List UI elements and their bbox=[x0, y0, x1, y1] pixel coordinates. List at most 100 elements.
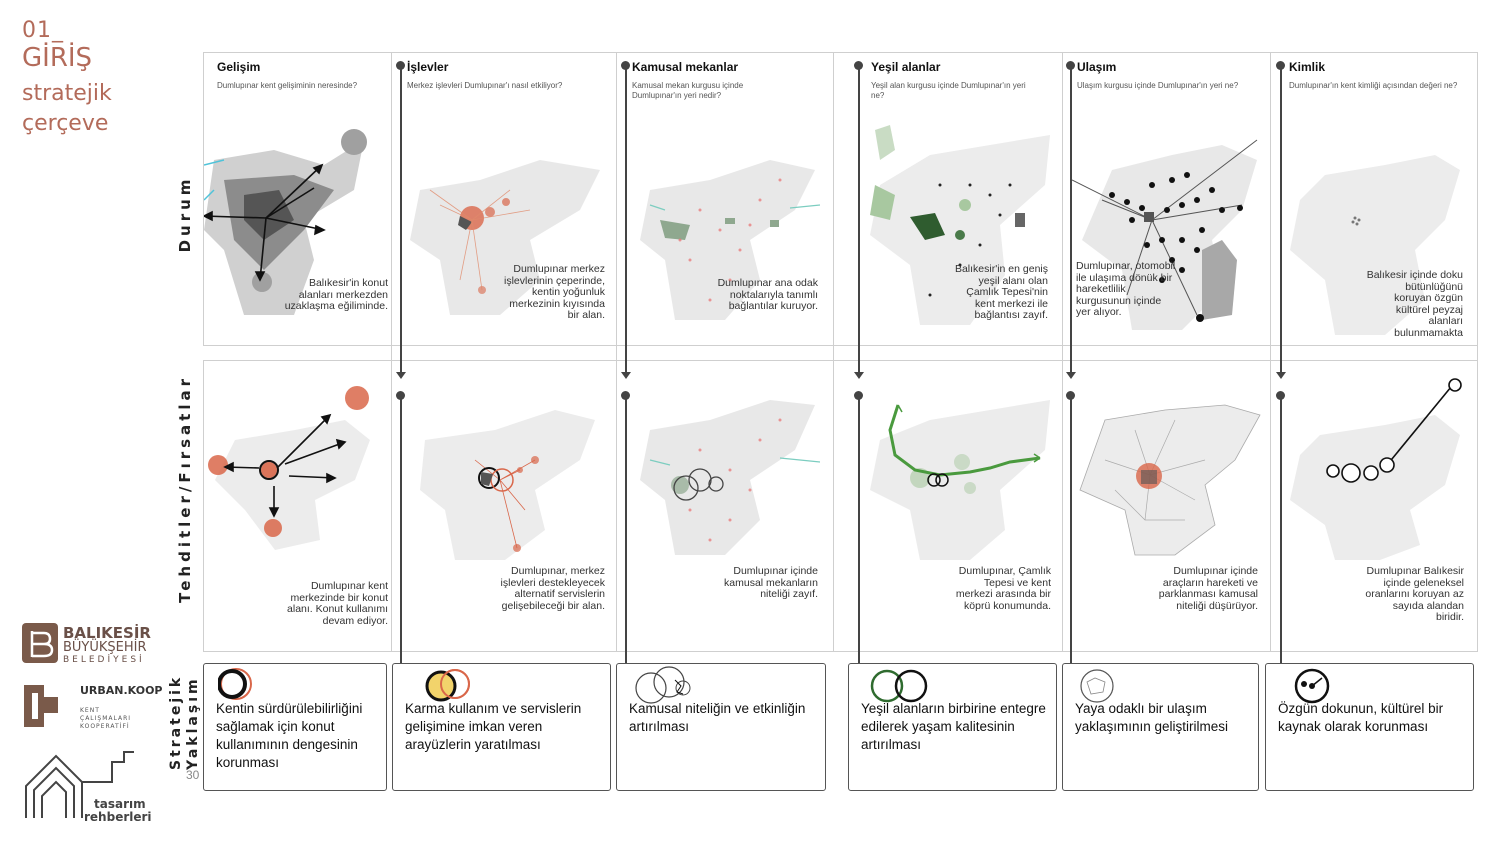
column-title: Ulaşım bbox=[1077, 60, 1117, 74]
column-header-kimlik: Kimlik Dumlupınar'ın kent kimliği açısın… bbox=[1289, 60, 1459, 91]
cell-text-islevler-tehdit: Dumlupınar, merkez işlevleri destekleyec… bbox=[500, 565, 605, 612]
connector-arrow bbox=[1065, 372, 1076, 379]
map-kamusal-tehdit bbox=[640, 400, 821, 555]
connector-dot bbox=[396, 61, 405, 70]
logo-rehberleri: rehberleri bbox=[84, 810, 152, 824]
connector-dot bbox=[1066, 61, 1075, 70]
column-title: Kimlik bbox=[1289, 60, 1326, 74]
connector-dot bbox=[396, 391, 405, 400]
identity-ring-icon bbox=[1294, 668, 1330, 704]
connector-line bbox=[399, 66, 402, 373]
connector-line bbox=[1069, 396, 1072, 680]
row-label-durum: Durum bbox=[176, 175, 194, 253]
strategy-text: Yaya odaklı bir ulaşım yaklaşımının geli… bbox=[1075, 701, 1229, 734]
connector-line bbox=[1279, 66, 1282, 373]
cell-text-islevler-durum: Dumlupınar merkez işlevlerinin çeperinde… bbox=[504, 263, 605, 321]
column-title: Kamusal mekanlar bbox=[632, 60, 739, 74]
column-title: Gelişim bbox=[217, 60, 261, 74]
strategy-text: Karma kullanım ve servislerin gelişimine… bbox=[405, 701, 582, 752]
grid-line bbox=[1062, 52, 1063, 651]
column-question: Dumlupınar'ın kent kimliği açısından değ… bbox=[1289, 81, 1458, 90]
column-header-islevler: İşlevler Merkez işlevleri Dumlupınar'ı n… bbox=[407, 60, 607, 91]
row-label-stratejik-2: Yaklaşım bbox=[185, 676, 201, 770]
connector-arrow bbox=[620, 372, 631, 379]
grid-line bbox=[203, 360, 204, 651]
grid-line bbox=[203, 345, 1478, 346]
connector-dot bbox=[621, 391, 630, 400]
connector-arrow bbox=[1275, 372, 1286, 379]
grid-line bbox=[203, 651, 1478, 652]
strategy-box-yesil: Yeşil alanların birbirine entegre ediler… bbox=[848, 663, 1057, 791]
section-subtitle-2: çerçeve bbox=[22, 111, 109, 136]
logo-balikesir-2: BÜYÜKŞEHİR bbox=[63, 640, 147, 655]
connector-dot bbox=[1276, 391, 1285, 400]
column-header-ulasim: Ulaşım Ulaşım kurgusu içinde Dumlupınar'… bbox=[1077, 60, 1262, 91]
grid-line bbox=[203, 360, 1478, 361]
grid-line bbox=[203, 52, 1478, 53]
strategy-box-gelisim: Kentin sürdürülebilirliğini sağlamak içi… bbox=[203, 663, 387, 791]
connector-line bbox=[857, 396, 860, 680]
strategy-text: Kentin sürdürülebilirliğini sağlamak içi… bbox=[216, 701, 363, 770]
balance-rings-icon bbox=[218, 668, 252, 700]
column-question: Kamusal mekan kurgusu içinde Dumlupınar'… bbox=[632, 81, 744, 100]
cell-text-kimlik-tehdit: Dumlupınar Balıkesir içinde geleneksel o… bbox=[1365, 565, 1464, 623]
map-yesil-durum bbox=[870, 125, 1050, 325]
row-label-tehdit: Tehditler/Fırsatlar bbox=[176, 375, 194, 603]
connector-dot bbox=[1276, 61, 1285, 70]
grid-line bbox=[616, 52, 617, 651]
connector-line bbox=[624, 396, 627, 680]
connector-dot bbox=[854, 61, 863, 70]
map-gelisim-durum bbox=[204, 129, 367, 315]
row-label-stratejik-1: Stratejik bbox=[168, 674, 184, 770]
column-question: Merkez işlevleri Dumlupınar'ı nasıl etki… bbox=[407, 81, 563, 90]
connector-line bbox=[624, 66, 627, 373]
cell-text-kamusal-tehdit: Dumlupınar içinde kamusal mekanların nit… bbox=[724, 565, 818, 600]
logo-balikesir-3: BELEDİYESİ bbox=[63, 655, 145, 665]
column-question: Ulaşım kurgusu içinde Dumlupınar'ın yeri… bbox=[1077, 81, 1239, 90]
strategy-text: Kamusal niteliğin ve etkinliğin artırılm… bbox=[629, 701, 806, 734]
cell-text-yesil-durum: Balıkesir'in en geniş yeşil alanı olan Ç… bbox=[954, 263, 1048, 321]
house-outline-icon bbox=[25, 751, 134, 818]
connector-arrow bbox=[395, 372, 406, 379]
column-title: Yeşil alanlar bbox=[871, 60, 941, 74]
strategy-text: Özgün dokunun, kültürel bir kaynak olara… bbox=[1278, 701, 1444, 734]
grid-line bbox=[833, 52, 834, 651]
logo-urbankoop-4: KOOPERATİFİ bbox=[80, 723, 130, 730]
column-header-gelisim: Gelişim Dumlupınar kent gelişiminin nere… bbox=[217, 60, 387, 91]
connector-dot bbox=[621, 61, 630, 70]
logo-balikesir-1: BALIKESİR bbox=[63, 624, 151, 642]
section-subtitle-1: stratejik bbox=[22, 81, 112, 106]
map-gelisim-tehdit bbox=[208, 386, 370, 550]
column-header-kamusal: Kamusal mekanlar Kamusal mekan kurgusu i… bbox=[632, 60, 762, 101]
map-islevler-durum bbox=[410, 160, 600, 315]
map-ulasim-durum bbox=[1072, 139, 1258, 330]
public-space-rings-icon bbox=[635, 666, 691, 704]
strategy-box-kimlik: Özgün dokunun, kültürel bir kaynak olara… bbox=[1265, 663, 1474, 791]
grid-line bbox=[1477, 52, 1478, 651]
pedestrian-ring-icon bbox=[1080, 669, 1114, 703]
section-heading: 01_ GİRİŞ stratejik çerçeve bbox=[22, 18, 112, 139]
column-question: Dumlupınar kent gelişiminin neresinde? bbox=[217, 81, 358, 90]
page-number: 30 bbox=[186, 768, 200, 782]
strategy-box-kamusal: Kamusal niteliğin ve etkinliğin artırılm… bbox=[616, 663, 826, 791]
logo-urbankoop-2: KENT bbox=[80, 707, 100, 714]
cell-text-kimlik-durum: Balıkesir içinde doku bütünlüğünü koruya… bbox=[1366, 269, 1463, 339]
logo-tasarim: tasarım bbox=[94, 797, 146, 811]
connector-line bbox=[857, 66, 860, 373]
connector-arrow bbox=[853, 372, 864, 379]
map-yesil-tehdit bbox=[870, 400, 1050, 560]
grid-line bbox=[203, 52, 204, 345]
connector-line bbox=[1069, 66, 1072, 373]
cell-text-ulasim-tehdit: Dumlupınar içinde araçların hareketi ve … bbox=[1158, 565, 1258, 612]
map-islevler-tehdit bbox=[420, 410, 595, 560]
column-header-yesil: Yeşil alanlar Yeşil alan kurgusu içinde … bbox=[871, 60, 1041, 101]
connector-line bbox=[399, 396, 402, 680]
column-title: İşlevler bbox=[407, 60, 449, 74]
cell-text-gelisim-durum: Balıkesir'in konut alanları merkezden uz… bbox=[284, 277, 388, 312]
strategy-box-islevler: Karma kullanım ve servislerin gelişimine… bbox=[392, 663, 611, 791]
column-question: Yeşil alan kurgusu içinde Dumlupınar'ın … bbox=[871, 81, 1026, 100]
green-link-rings-icon bbox=[870, 669, 928, 703]
section-number: 01_ bbox=[22, 18, 64, 43]
map-kimlik-durum bbox=[1290, 155, 1460, 335]
strategy-box-ulasim: Yaya odaklı bir ulaşım yaklaşımının geli… bbox=[1062, 663, 1259, 791]
